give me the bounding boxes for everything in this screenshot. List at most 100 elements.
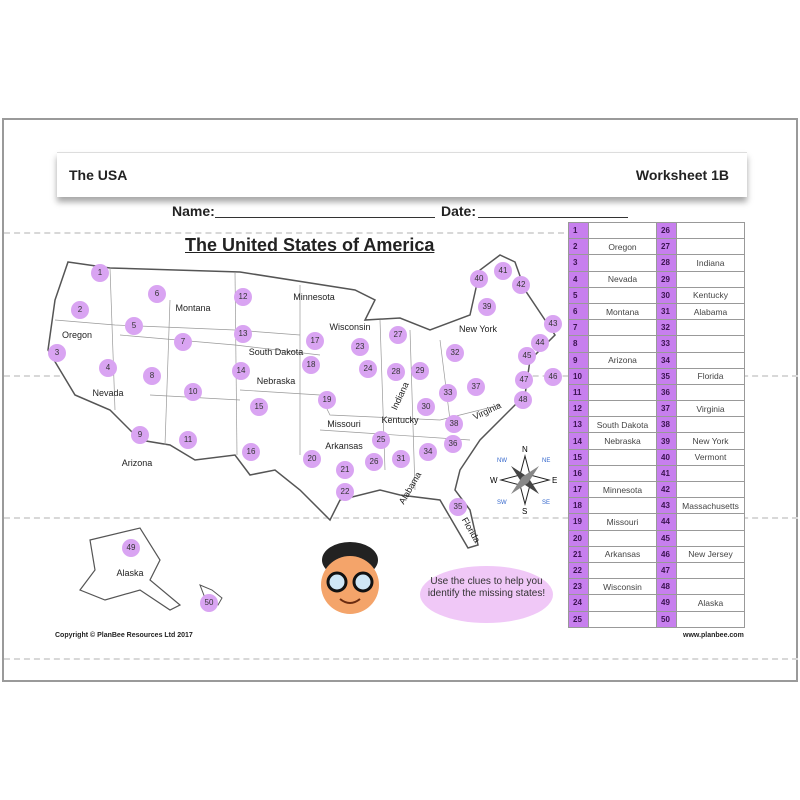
state-marker: 33	[439, 384, 457, 402]
answer-cell[interactable]	[676, 270, 745, 288]
row-number: 35	[656, 367, 677, 385]
row-number: 44	[656, 513, 677, 531]
answer-cell[interactable]	[588, 254, 657, 272]
answer-cell[interactable]	[588, 497, 657, 515]
answer-cell[interactable]	[676, 319, 745, 337]
answer-cell[interactable]: Montana	[588, 302, 657, 321]
compass-sw: SW	[497, 500, 507, 506]
answer-cell[interactable]	[588, 400, 657, 418]
answer-cell[interactable]	[676, 529, 745, 547]
answer-cell[interactable]	[588, 561, 657, 580]
answer-cell[interactable]	[676, 464, 745, 483]
answer-cell[interactable]	[588, 335, 657, 353]
answer-cell[interactable]: Vermont	[676, 448, 745, 466]
answer-cell[interactable]: Missouri	[588, 513, 657, 531]
table-row: 11 36	[568, 383, 745, 402]
table-row: 5 30 Kentucky	[568, 286, 745, 304]
row-number: 50	[656, 610, 677, 628]
state-marker: 49	[122, 539, 140, 557]
row-number: 43	[656, 497, 677, 515]
state-marker: 44	[531, 334, 549, 352]
state-marker: 7	[174, 333, 192, 351]
date-field[interactable]	[478, 217, 628, 218]
answer-cell[interactable]	[588, 383, 657, 402]
answer-cell[interactable]: Kentucky	[676, 286, 745, 304]
state-label: Arizona	[121, 458, 153, 468]
answer-cell[interactable]	[676, 351, 745, 369]
state-marker: 24	[359, 360, 377, 378]
table-row: 20 45	[568, 529, 745, 547]
state-marker: 6	[148, 285, 166, 303]
answer-cell[interactable]	[588, 594, 657, 612]
row-number: 2	[568, 238, 589, 256]
row-number: 14	[568, 432, 589, 450]
row-number: 26	[656, 221, 677, 240]
state-marker: 2	[71, 301, 89, 319]
state-marker: 18	[302, 356, 320, 374]
state-marker: 50	[200, 594, 218, 612]
state-marker: 16	[242, 443, 260, 461]
answer-cell[interactable]: Virginia	[676, 400, 745, 418]
state-marker: 30	[417, 398, 435, 416]
state-marker: 26	[365, 453, 383, 471]
state-marker: 17	[306, 332, 324, 350]
answer-cell[interactable]	[676, 610, 745, 628]
row-number: 30	[656, 286, 677, 304]
answer-cell[interactable]: Arkansas	[588, 545, 657, 563]
table-row: 4 Nevada 29	[568, 270, 745, 288]
answer-cell[interactable]	[676, 513, 745, 531]
answer-cell[interactable]	[676, 238, 745, 256]
answer-cell[interactable]: Indiana	[676, 254, 745, 272]
state-marker: 37	[467, 378, 485, 396]
answer-cell[interactable]	[676, 480, 745, 499]
answer-cell[interactable]	[676, 335, 745, 353]
answer-cell[interactable]: Arizona	[588, 351, 657, 369]
answer-cell[interactable]	[588, 610, 657, 628]
answer-cell[interactable]: New York	[676, 432, 745, 450]
answer-cell[interactable]: Oregon	[588, 238, 657, 256]
cartoon-boy	[321, 542, 379, 614]
table-row: 22 47	[568, 561, 745, 580]
state-label: Nebraska	[256, 376, 296, 386]
state-marker: 13	[234, 325, 252, 343]
state-marker: 27	[389, 326, 407, 344]
state-marker: 40	[470, 270, 488, 288]
compass-n: N	[522, 445, 528, 454]
answer-cell[interactable]: Nebraska	[588, 432, 657, 450]
answer-cell[interactable]: South Dakota	[588, 416, 657, 434]
answer-cell[interactable]: Wisconsin	[588, 578, 657, 596]
state-marker: 34	[419, 443, 437, 461]
answer-cell[interactable]	[588, 529, 657, 547]
answer-cell[interactable]	[588, 221, 657, 240]
state-marker: 42	[512, 276, 530, 294]
answer-cell[interactable]: New Jersey	[676, 545, 745, 563]
answer-cell[interactable]: Alaska	[676, 594, 745, 612]
row-number: 34	[656, 351, 677, 369]
answer-cell[interactable]	[676, 416, 745, 434]
answer-cell[interactable]: Nevada	[588, 270, 657, 288]
name-field[interactable]	[215, 217, 435, 218]
compass-ne: NE	[542, 458, 550, 464]
state-marker: 35	[449, 498, 467, 516]
state-label: New York	[458, 324, 498, 334]
answer-cell[interactable]: Florida	[676, 367, 745, 385]
answer-cell[interactable]	[588, 367, 657, 385]
answer-cell[interactable]	[588, 448, 657, 466]
row-number: 6	[568, 302, 589, 321]
compass-rose-icon: N S E W NE NW SE SW	[490, 445, 557, 516]
table-row: 8 33	[568, 335, 745, 353]
answer-cell[interactable]	[676, 561, 745, 580]
answer-cell[interactable]	[588, 319, 657, 337]
table-row: 2 Oregon 27	[568, 238, 745, 256]
answer-cell[interactable]: Minnesota	[588, 480, 657, 499]
answer-cell[interactable]: Massachusetts	[676, 497, 745, 515]
answer-cell[interactable]	[588, 464, 657, 483]
answer-cell[interactable]	[676, 221, 745, 240]
answer-cell[interactable]: Alabama	[676, 302, 745, 321]
answer-cell[interactable]	[588, 286, 657, 304]
row-number: 33	[656, 335, 677, 353]
header-title: The USA	[69, 167, 128, 183]
answer-cell[interactable]	[676, 578, 745, 596]
answer-cell[interactable]	[676, 383, 745, 402]
